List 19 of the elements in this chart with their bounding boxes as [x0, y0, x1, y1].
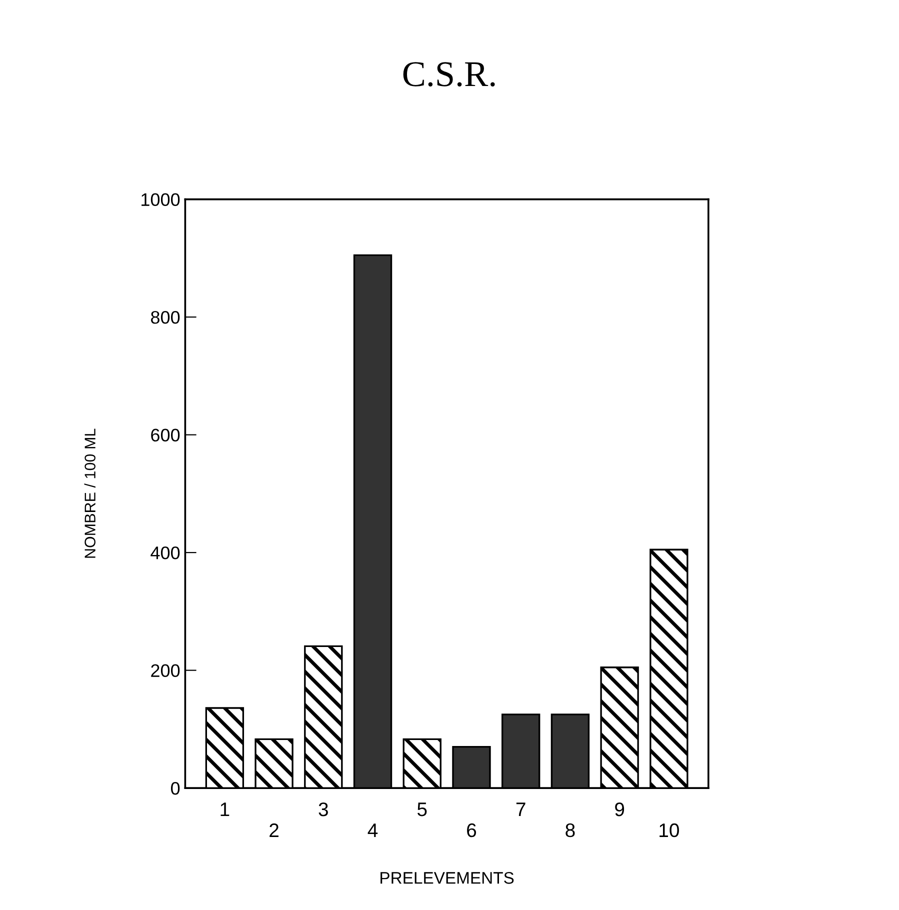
- y-tick-label: 1000: [142, 193, 180, 206]
- x-tick-label: 4: [368, 824, 378, 837]
- x-tick-label: 9: [615, 802, 624, 816]
- x-tick-label: 8: [566, 823, 575, 838]
- chart-title: C.S.R.: [403, 62, 495, 87]
- y-tick-label: 400: [150, 546, 180, 560]
- x-tick-label: 1: [220, 802, 230, 816]
- y-tick-label: 200: [151, 664, 180, 678]
- y-tick-label: 600: [151, 428, 180, 442]
- x-tick-label: 7: [516, 802, 526, 816]
- y-tick-label: 0: [171, 782, 180, 795]
- x-tick-label: 6: [467, 823, 476, 838]
- x-tick-label: 10: [660, 823, 679, 838]
- x-axis-title: PRELEVEMENTS: [380, 872, 514, 884]
- x-tick-label: 2: [270, 823, 278, 837]
- y-axis-title: NOMBRE / 100 ML: [84, 428, 96, 558]
- x-tick-label: 3: [318, 802, 328, 816]
- y-tick-label: 800: [150, 310, 180, 324]
- x-tick-label: 5: [417, 802, 427, 816]
